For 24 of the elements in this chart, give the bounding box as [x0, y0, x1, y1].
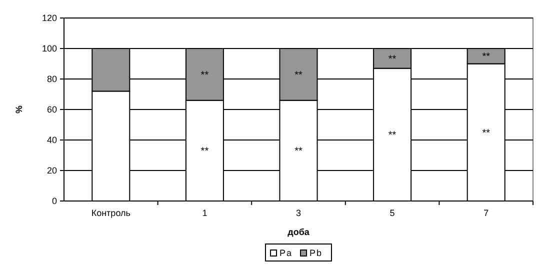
x-tick-label: 5	[390, 208, 395, 218]
data-label: **	[388, 130, 396, 142]
y-tick-label: 20	[46, 166, 57, 176]
data-label: **	[200, 146, 209, 158]
x-tick-label: Контроль	[91, 208, 131, 218]
y-tick-label: 0	[52, 196, 57, 206]
legend-label: Pa	[280, 248, 293, 258]
y-tick-label: 80	[46, 74, 57, 84]
y-tick-label: 120	[42, 13, 57, 24]
y-tick-label: 100	[42, 44, 57, 54]
data-label: **	[482, 52, 490, 63]
x-tick-label: 1	[202, 208, 208, 218]
x-tick-label: 3	[296, 208, 302, 218]
data-label: **	[482, 128, 490, 139]
data-label: **	[294, 70, 302, 81]
y-axis-title: %	[14, 105, 24, 114]
legend-label: Pb	[310, 248, 323, 258]
data-label: **	[200, 70, 209, 81]
data-label: **	[294, 146, 302, 158]
y-tick-label: 60	[46, 104, 57, 115]
x-tick-label: 7	[484, 208, 489, 218]
x-axis-title: доба	[288, 227, 310, 237]
y-tick-label: 40	[46, 135, 57, 146]
data-label: **	[388, 54, 396, 65]
